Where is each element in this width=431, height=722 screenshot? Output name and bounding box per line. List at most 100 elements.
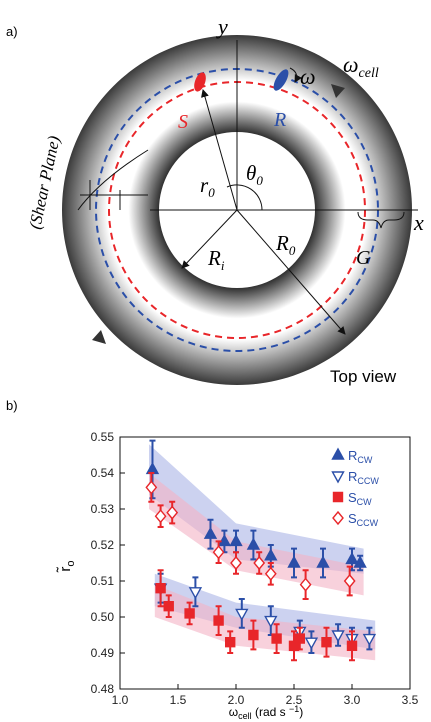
- data-point: [235, 608, 249, 621]
- data-point: [166, 505, 179, 520]
- y-label: y: [216, 14, 228, 39]
- subscript: o: [65, 560, 77, 566]
- data-point: [345, 551, 359, 565]
- data-point: [212, 545, 225, 560]
- legend-label: RCW: [348, 448, 373, 465]
- y-axis-title: r̃o: [56, 560, 77, 573]
- legend-marker: [331, 471, 345, 484]
- symbol: ω: [343, 52, 359, 77]
- data-point: [154, 509, 167, 524]
- legend-name: S: [348, 490, 357, 505]
- theta0-label: θ0: [246, 161, 263, 188]
- confidence-band: [149, 444, 364, 574]
- x-tick-label: 3.0: [344, 693, 361, 707]
- data-point: [213, 615, 224, 626]
- data-point: [184, 608, 195, 619]
- data-point: [346, 640, 358, 651]
- y-tick-label: 0.53: [91, 502, 115, 516]
- unit: (rad s: [252, 705, 289, 719]
- ri-line: [181, 209, 238, 269]
- ring: [62, 35, 413, 385]
- data-point: [316, 555, 330, 568]
- data-point: [321, 637, 332, 648]
- confidence-band: [149, 473, 364, 596]
- data-point: [343, 573, 356, 589]
- data-point: [294, 633, 305, 644]
- legend-label: SCCW: [348, 511, 379, 528]
- subscript: 0: [289, 243, 296, 258]
- data-point: [229, 533, 243, 547]
- data-point: [264, 615, 278, 629]
- data-point: [362, 633, 377, 647]
- legend-label: RCCW: [348, 469, 379, 486]
- r-label: R: [273, 109, 286, 131]
- data-point: [188, 587, 203, 600]
- unit-close: ): [299, 705, 303, 719]
- y-tick-label: 0.55: [91, 430, 115, 444]
- data-point: [203, 526, 218, 539]
- data-point: [145, 480, 158, 495]
- legend-subscript: CW: [357, 455, 372, 465]
- r0-label: r0: [200, 173, 215, 200]
- omega-cell-label: ωcell: [343, 52, 379, 81]
- x-tick-label: 3.5: [402, 693, 419, 707]
- y-tick-label: 0.50: [91, 610, 115, 624]
- legend-name: R: [348, 469, 357, 484]
- data-point: [299, 577, 312, 592]
- gap-label: G: [356, 247, 371, 269]
- r0-line: [201, 89, 238, 211]
- y-tick-label: 0.52: [91, 538, 115, 552]
- legend-label: SCW: [348, 490, 372, 507]
- data-point: [217, 533, 232, 547]
- r0-outer-label: R0: [275, 231, 296, 258]
- panel-label: b): [6, 398, 18, 413]
- legend-marker: [331, 447, 345, 460]
- data-point: [287, 555, 301, 568]
- y-tick-label: 0.51: [91, 574, 115, 588]
- s-particle: [194, 72, 206, 92]
- y-tick-label: 0.54: [91, 466, 115, 480]
- y-tick-label: 0.49: [91, 646, 115, 660]
- data-point: [248, 629, 259, 641]
- gap-brace: [357, 211, 405, 229]
- panel-a: a) y x ω ωcell S R (Shear Plane) r0 θ0 R…: [6, 14, 424, 386]
- subscript: cell: [238, 711, 252, 721]
- symbol: R: [275, 231, 289, 255]
- legend-marker: [332, 491, 344, 503]
- data-point: [253, 555, 266, 571]
- data-point: [163, 601, 174, 612]
- omega-label: ω: [300, 64, 316, 89]
- legend-marker: [332, 510, 344, 526]
- spin-arrow: [289, 67, 302, 83]
- confidence-band: [154, 584, 376, 661]
- top-view-label: Top view: [330, 367, 397, 386]
- legend-subscript: CCW: [357, 476, 379, 486]
- x-label: x: [413, 210, 424, 235]
- r0-outer-line: [236, 209, 346, 335]
- legend-name: R: [348, 448, 357, 463]
- x-tick-label: 2.5: [286, 693, 303, 707]
- r-particle: [273, 69, 289, 91]
- subscript: 0: [256, 173, 263, 188]
- shear-plane-label: (Shear Plane): [25, 134, 63, 231]
- subscript: i: [221, 258, 225, 273]
- symbol: r: [200, 173, 209, 197]
- legend-name: S: [348, 511, 357, 526]
- data-point: [230, 555, 242, 571]
- data-point: [264, 566, 277, 581]
- data-point: [353, 555, 367, 568]
- x-tick-label: 1.0: [112, 693, 129, 707]
- s-label: S: [178, 111, 188, 133]
- data-point: [264, 548, 278, 561]
- data-point: [271, 633, 282, 644]
- data-point: [155, 583, 166, 594]
- data-point: [224, 637, 236, 648]
- subscript: cell: [359, 66, 379, 81]
- theta-arc: [226, 184, 263, 211]
- data-point: [331, 630, 345, 643]
- data-point: [304, 637, 319, 650]
- y-tick-label: 0.48: [91, 682, 115, 696]
- symbol: R: [207, 246, 221, 270]
- symbol: r̃: [56, 566, 74, 573]
